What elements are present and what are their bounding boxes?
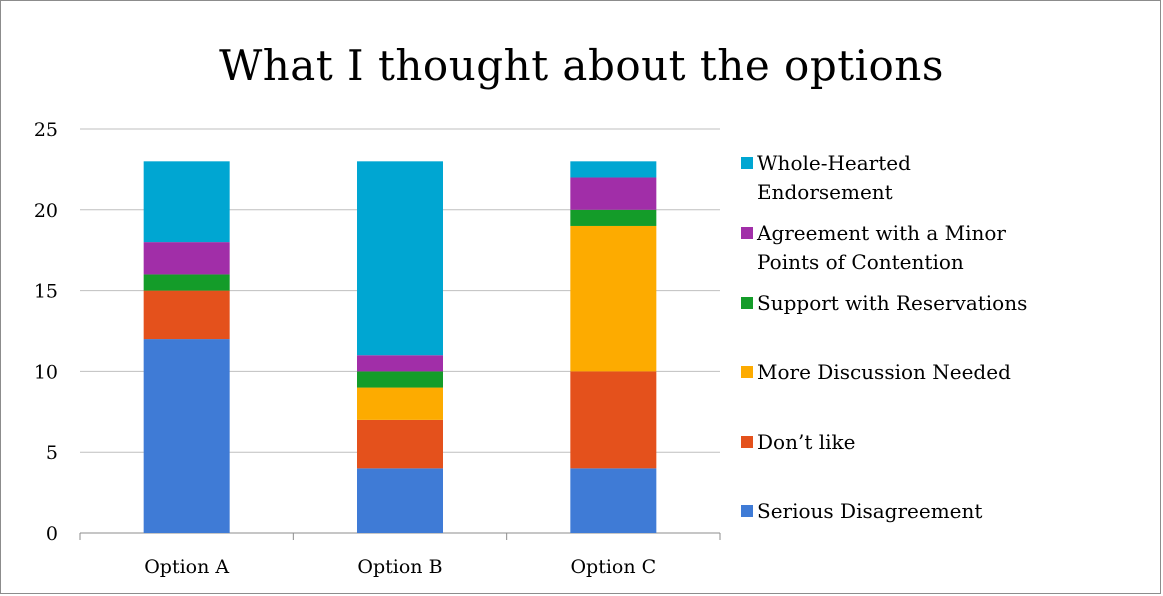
legend-label: Endorsement — [757, 180, 893, 204]
legend-swatch — [741, 436, 753, 448]
bar-segment — [570, 468, 657, 533]
bar-segment — [570, 177, 657, 210]
y-tick-label: 25 — [34, 119, 58, 141]
x-tick-label: Option A — [144, 556, 229, 578]
bar-segment — [357, 387, 443, 420]
bar-segment — [570, 225, 657, 372]
legend-swatch — [741, 366, 753, 378]
y-tick-label: 15 — [34, 281, 58, 303]
bar-segment — [143, 274, 230, 291]
chart-title: What I thought about the options — [219, 41, 944, 90]
legend-swatch — [741, 227, 753, 239]
bar-segment — [143, 161, 230, 243]
legend-label: Whole-Hearted — [757, 151, 911, 175]
legend-swatch — [741, 297, 753, 309]
y-tick-label: 0 — [46, 523, 58, 545]
bar-segment — [357, 355, 443, 372]
legend-label: More Discussion Needed — [757, 360, 1011, 384]
bar-segment — [357, 468, 443, 533]
bar-segment — [570, 209, 657, 226]
bar-segment — [357, 371, 443, 388]
legend-label: Support with Reservations — [757, 291, 1027, 315]
bar-segment — [143, 339, 230, 533]
bar-segment — [357, 419, 443, 469]
y-tick-label: 20 — [34, 200, 58, 222]
legend-label: Serious Disagreement — [757, 499, 982, 523]
bar-segment — [143, 290, 230, 340]
y-tick-label: 10 — [34, 361, 58, 383]
bar-segment — [570, 161, 657, 178]
y-tick-label: 5 — [46, 442, 58, 464]
legend-swatch — [741, 505, 753, 517]
legend-swatch — [741, 157, 753, 169]
legend-label: Don’t like — [757, 430, 855, 454]
legend-label: Points of Contention — [757, 250, 964, 274]
x-tick-label: Option C — [570, 556, 656, 578]
legend-label: Agreement with a Minor — [756, 221, 1006, 245]
bar-segment — [357, 161, 443, 356]
bar-segment — [570, 371, 657, 469]
bar-segment — [143, 242, 230, 275]
x-tick-label: Option B — [357, 556, 442, 578]
